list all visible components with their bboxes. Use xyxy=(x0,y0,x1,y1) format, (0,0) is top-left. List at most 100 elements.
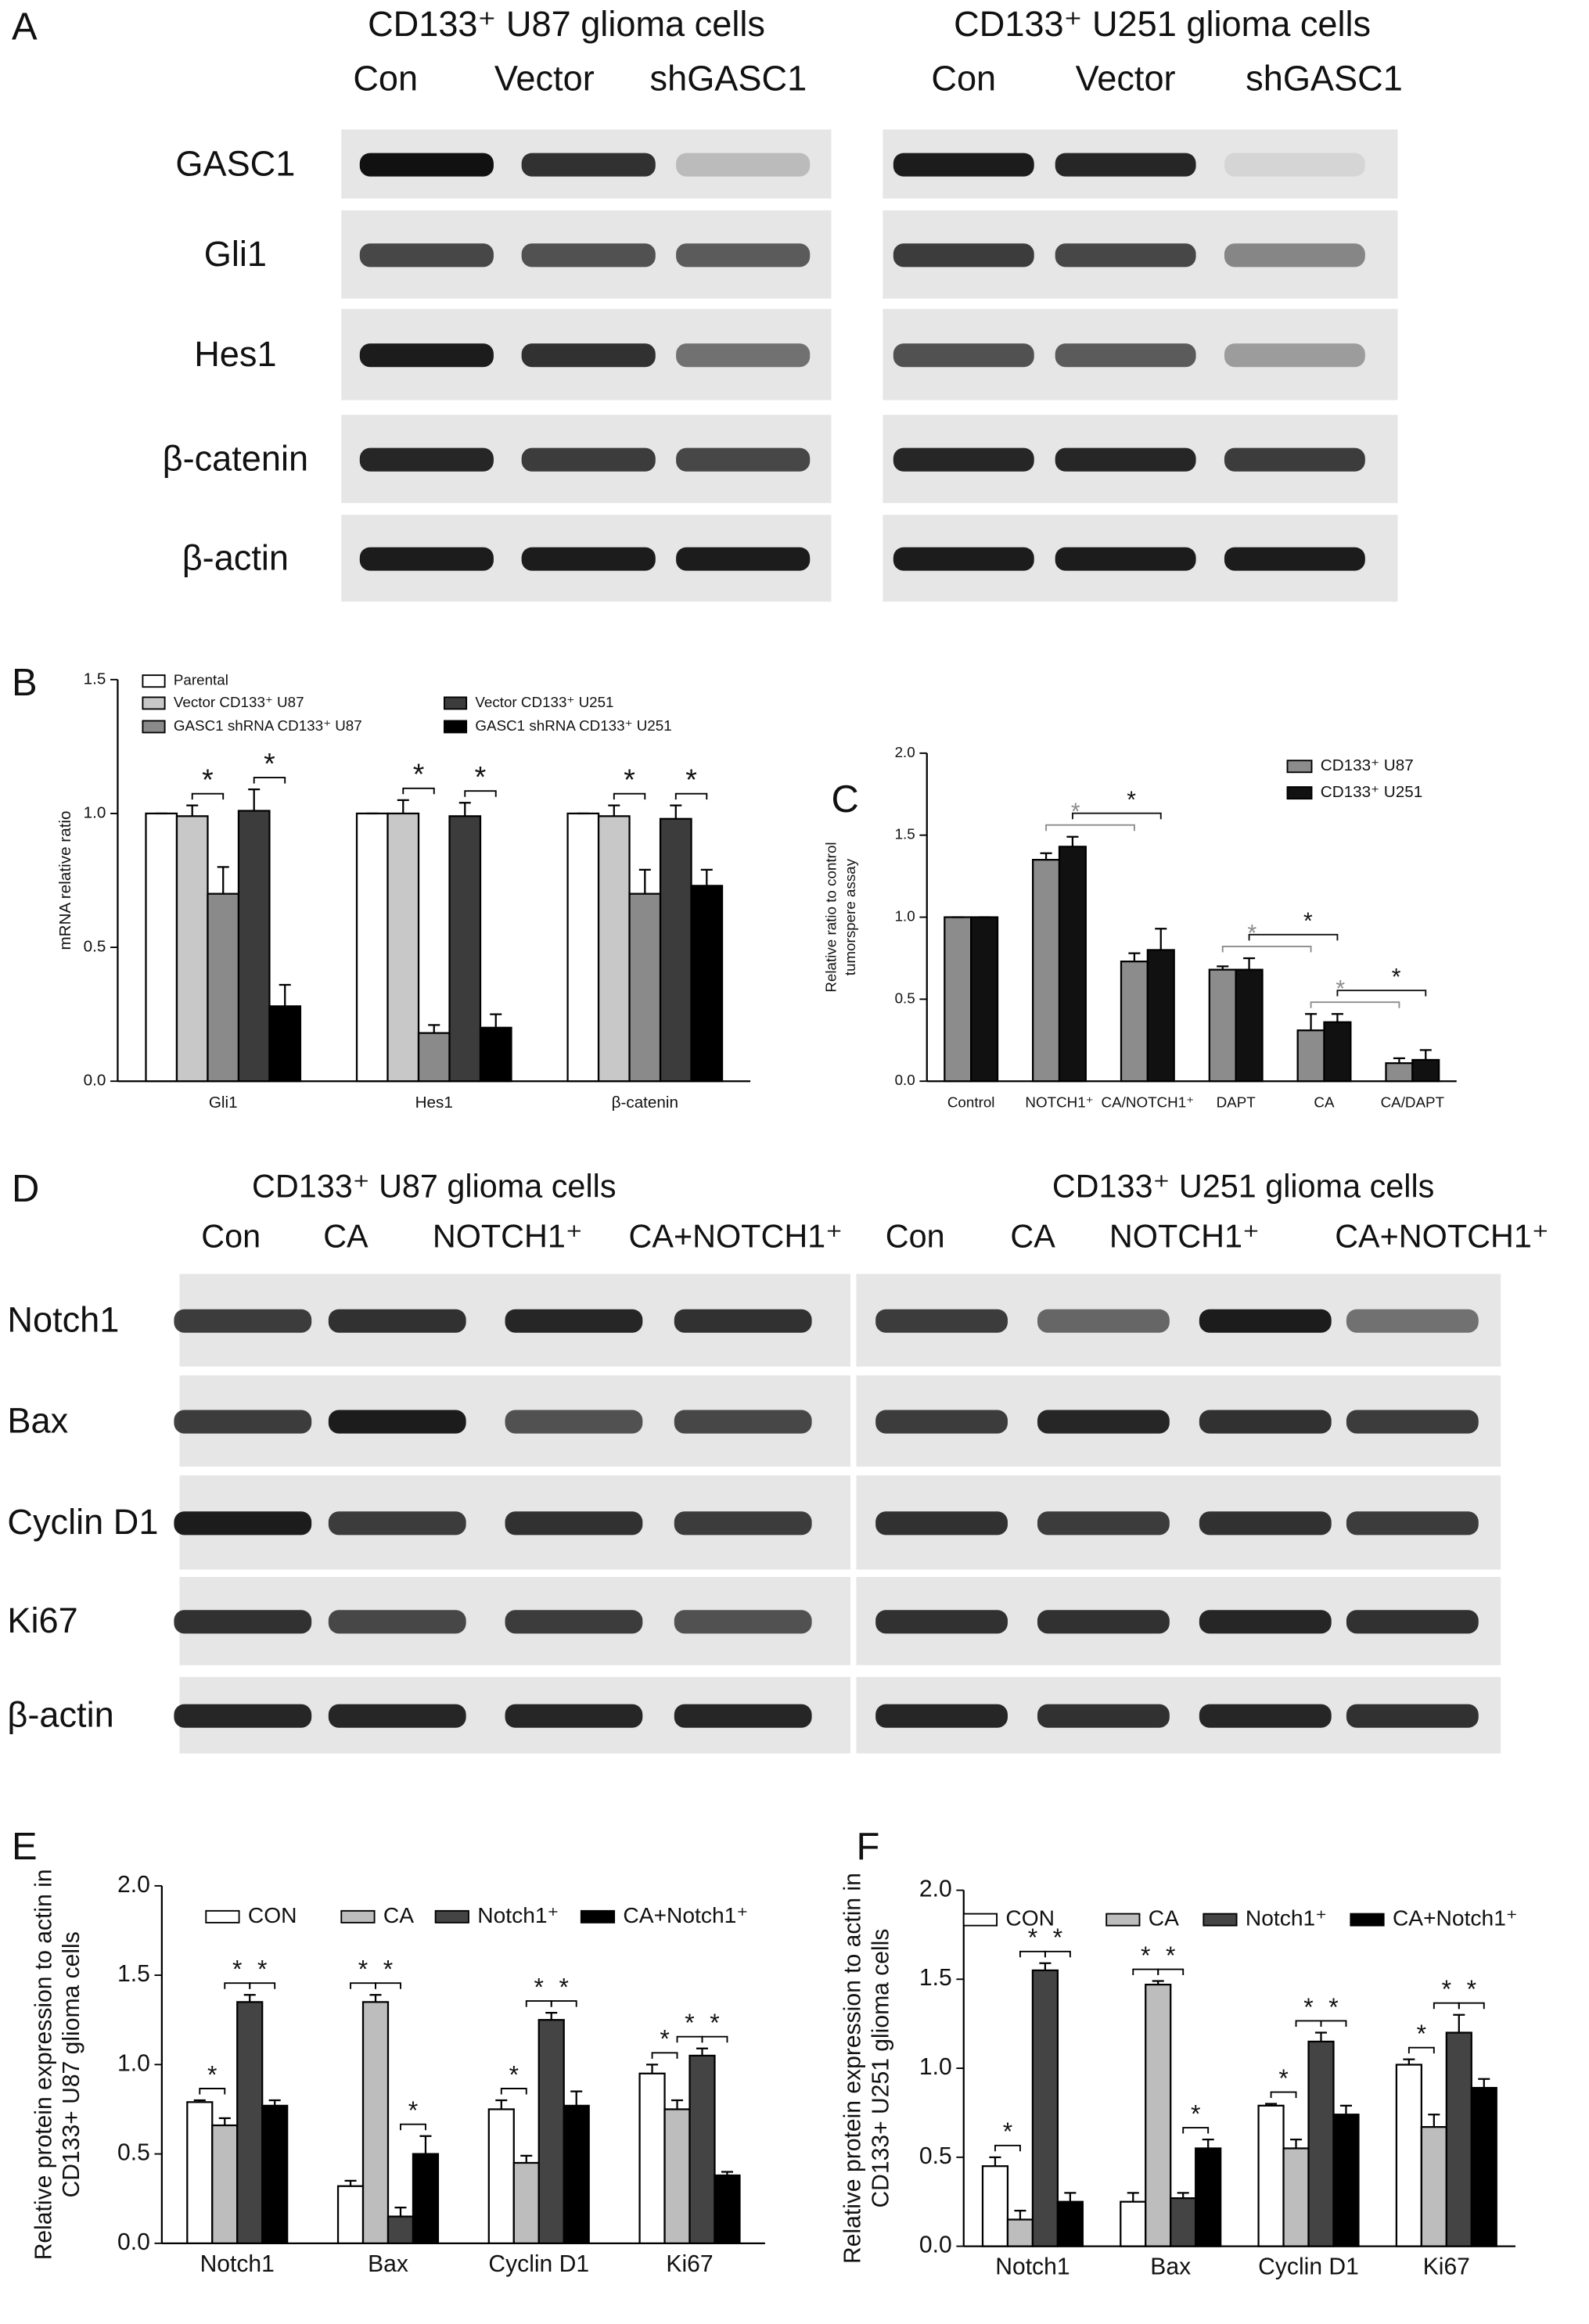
band xyxy=(1199,1610,1332,1634)
legend-swatch xyxy=(580,1909,616,1923)
y-tick-label: 1.5 xyxy=(919,1965,952,1991)
band xyxy=(875,1511,1008,1536)
bar xyxy=(361,2001,390,2244)
panel-label: D xyxy=(12,1168,39,1210)
x-tick-label: Gli1 xyxy=(209,1094,238,1112)
significance-marker: * xyxy=(624,763,635,796)
significance-bracket xyxy=(613,792,646,800)
significance-marker: * xyxy=(1003,2117,1012,2146)
legend-swatch xyxy=(443,720,468,734)
lane-label: NOTCH1⁺ xyxy=(1109,1218,1260,1254)
significance-marker: * xyxy=(232,1956,242,1984)
blot-title: CD133⁺ U251 glioma cells xyxy=(1052,1168,1435,1204)
error-bar xyxy=(1127,2192,1139,2202)
y-tick-label: 1.5 xyxy=(117,1961,150,1987)
bar xyxy=(714,2174,741,2244)
error-bar xyxy=(279,983,291,1007)
band xyxy=(1055,153,1196,177)
bar xyxy=(1120,961,1149,1083)
blot-title: CD133⁺ U87 glioma cells xyxy=(252,1168,617,1204)
y-axis-label: CD133+ U251 glioma cells xyxy=(868,1929,893,2208)
y-tick-label: 0.0 xyxy=(117,2229,150,2255)
error-bar xyxy=(369,1994,382,2003)
blot-row-label: Cyclin D1 xyxy=(7,1502,158,1542)
error-bar xyxy=(671,2099,684,2110)
band xyxy=(359,153,494,177)
bar xyxy=(336,2185,365,2244)
legend-label: GASC1 shRNA CD133⁺ U251 xyxy=(475,717,671,734)
error-bar xyxy=(1419,1049,1432,1060)
significance-bracket xyxy=(1433,2002,1460,2010)
error-bar xyxy=(490,1013,502,1028)
band xyxy=(676,153,811,177)
significance-bracket xyxy=(249,1982,276,1989)
x-tick-label: Bax xyxy=(368,2251,408,2277)
x-tick-label: Cyclin D1 xyxy=(1258,2254,1359,2280)
y-tick-label: 1.0 xyxy=(117,2050,150,2076)
band xyxy=(505,1704,643,1728)
bar xyxy=(1170,2197,1197,2247)
lane-label: CA xyxy=(323,1218,368,1254)
blot-row-label: β-actin xyxy=(182,537,289,577)
x-tick-label: Ki67 xyxy=(1423,2254,1470,2280)
blot-row-label: Gli1 xyxy=(204,234,267,274)
band xyxy=(1037,1610,1170,1634)
band xyxy=(328,1610,466,1634)
significance-bracket xyxy=(994,2144,1021,2152)
bar xyxy=(1420,2126,1447,2247)
y-axis-label: Relative protein expression to actin in xyxy=(31,1869,56,2260)
lane-label: shGASC1 xyxy=(1246,58,1403,98)
panel-label: C xyxy=(832,778,859,821)
significance-marker: * xyxy=(1278,2064,1288,2092)
significance-marker: * xyxy=(257,1956,267,1984)
significance-marker: * xyxy=(1328,1993,1338,2021)
significance-marker: * xyxy=(1166,1941,1175,1970)
error-bar xyxy=(1040,852,1052,860)
error-bar xyxy=(1014,2209,1026,2220)
legend-label: CA+Notch1⁺ xyxy=(1393,1906,1518,1931)
significance-bracket xyxy=(1157,1968,1185,1976)
blot-title: CD133⁺ U251 glioma cells xyxy=(954,4,1371,44)
legend-swatch xyxy=(1286,760,1313,774)
y-axis-label: CD133+ U87 glioma cells xyxy=(59,1931,84,2197)
bar xyxy=(688,2054,716,2244)
error-bar xyxy=(989,2156,1001,2167)
band xyxy=(875,1309,1008,1333)
significance-bracket xyxy=(375,1982,401,1989)
band xyxy=(1037,1410,1170,1434)
significance-bracket xyxy=(402,787,435,795)
band xyxy=(359,343,494,368)
panel-label: B xyxy=(12,662,38,704)
band xyxy=(1224,153,1365,177)
legend-label: CD133⁺ U87 xyxy=(1321,756,1414,774)
bar xyxy=(1120,2200,1147,2247)
band xyxy=(1346,1309,1479,1333)
y-tick-label: 0.5 xyxy=(117,2140,150,2166)
error-bar xyxy=(520,2154,533,2164)
blot-row-label: Notch1 xyxy=(7,1300,119,1340)
bar xyxy=(412,2153,440,2244)
bar xyxy=(1058,846,1087,1083)
significance-bracket xyxy=(1320,2020,1347,2028)
bar xyxy=(1031,1969,1059,2247)
band xyxy=(505,1309,643,1333)
band xyxy=(1224,243,1365,268)
legend-label: Parental xyxy=(174,672,228,688)
error-bar xyxy=(186,804,199,817)
bar xyxy=(175,815,209,1083)
lane-label: Con xyxy=(201,1218,261,1254)
error-bar xyxy=(721,2171,733,2176)
legend-swatch xyxy=(434,1909,469,1923)
significance-marker: * xyxy=(559,1973,569,2001)
band xyxy=(1346,1704,1479,1728)
legend-swatch xyxy=(1350,1913,1385,1927)
error-bar xyxy=(419,2135,432,2154)
bar xyxy=(970,916,999,1083)
bar xyxy=(211,2124,239,2244)
blot-row-label: β-actin xyxy=(7,1694,113,1734)
y-axis-label: mRNA relative ratio xyxy=(56,810,74,950)
legend-label: Notch1⁺ xyxy=(477,1902,559,1927)
legend-label: CON xyxy=(248,1902,297,1927)
band xyxy=(893,447,1034,472)
